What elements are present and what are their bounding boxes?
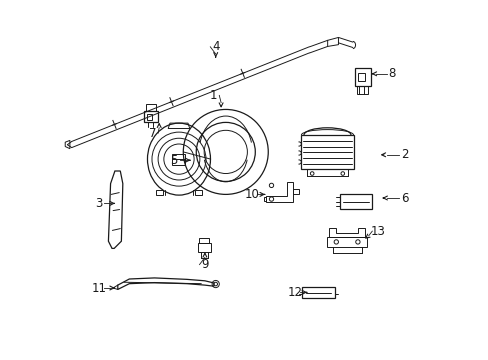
Text: 6: 6 [400,192,407,204]
Bar [172,154,185,165]
Text: 8: 8 [387,67,395,80]
Bar [358,73,365,81]
Text: 1: 1 [210,89,217,102]
Bar [198,243,211,252]
Bar [339,194,371,209]
Text: 4: 4 [211,40,219,53]
Text: 11: 11 [91,282,106,294]
Bar [355,68,370,86]
Bar [199,238,209,243]
Text: 3: 3 [95,197,102,210]
Bar [144,111,158,122]
Bar [301,135,353,169]
Bar [356,86,367,94]
Bar [146,114,151,120]
Text: 7: 7 [149,127,156,140]
Text: 10: 10 [244,188,259,201]
Text: 2: 2 [400,148,407,161]
Text: 9: 9 [201,258,208,271]
Text: 5: 5 [170,154,178,167]
Bar [326,237,366,247]
Bar [302,287,334,298]
Text: 12: 12 [287,286,302,299]
Bar [145,104,156,111]
Text: 13: 13 [369,225,385,238]
